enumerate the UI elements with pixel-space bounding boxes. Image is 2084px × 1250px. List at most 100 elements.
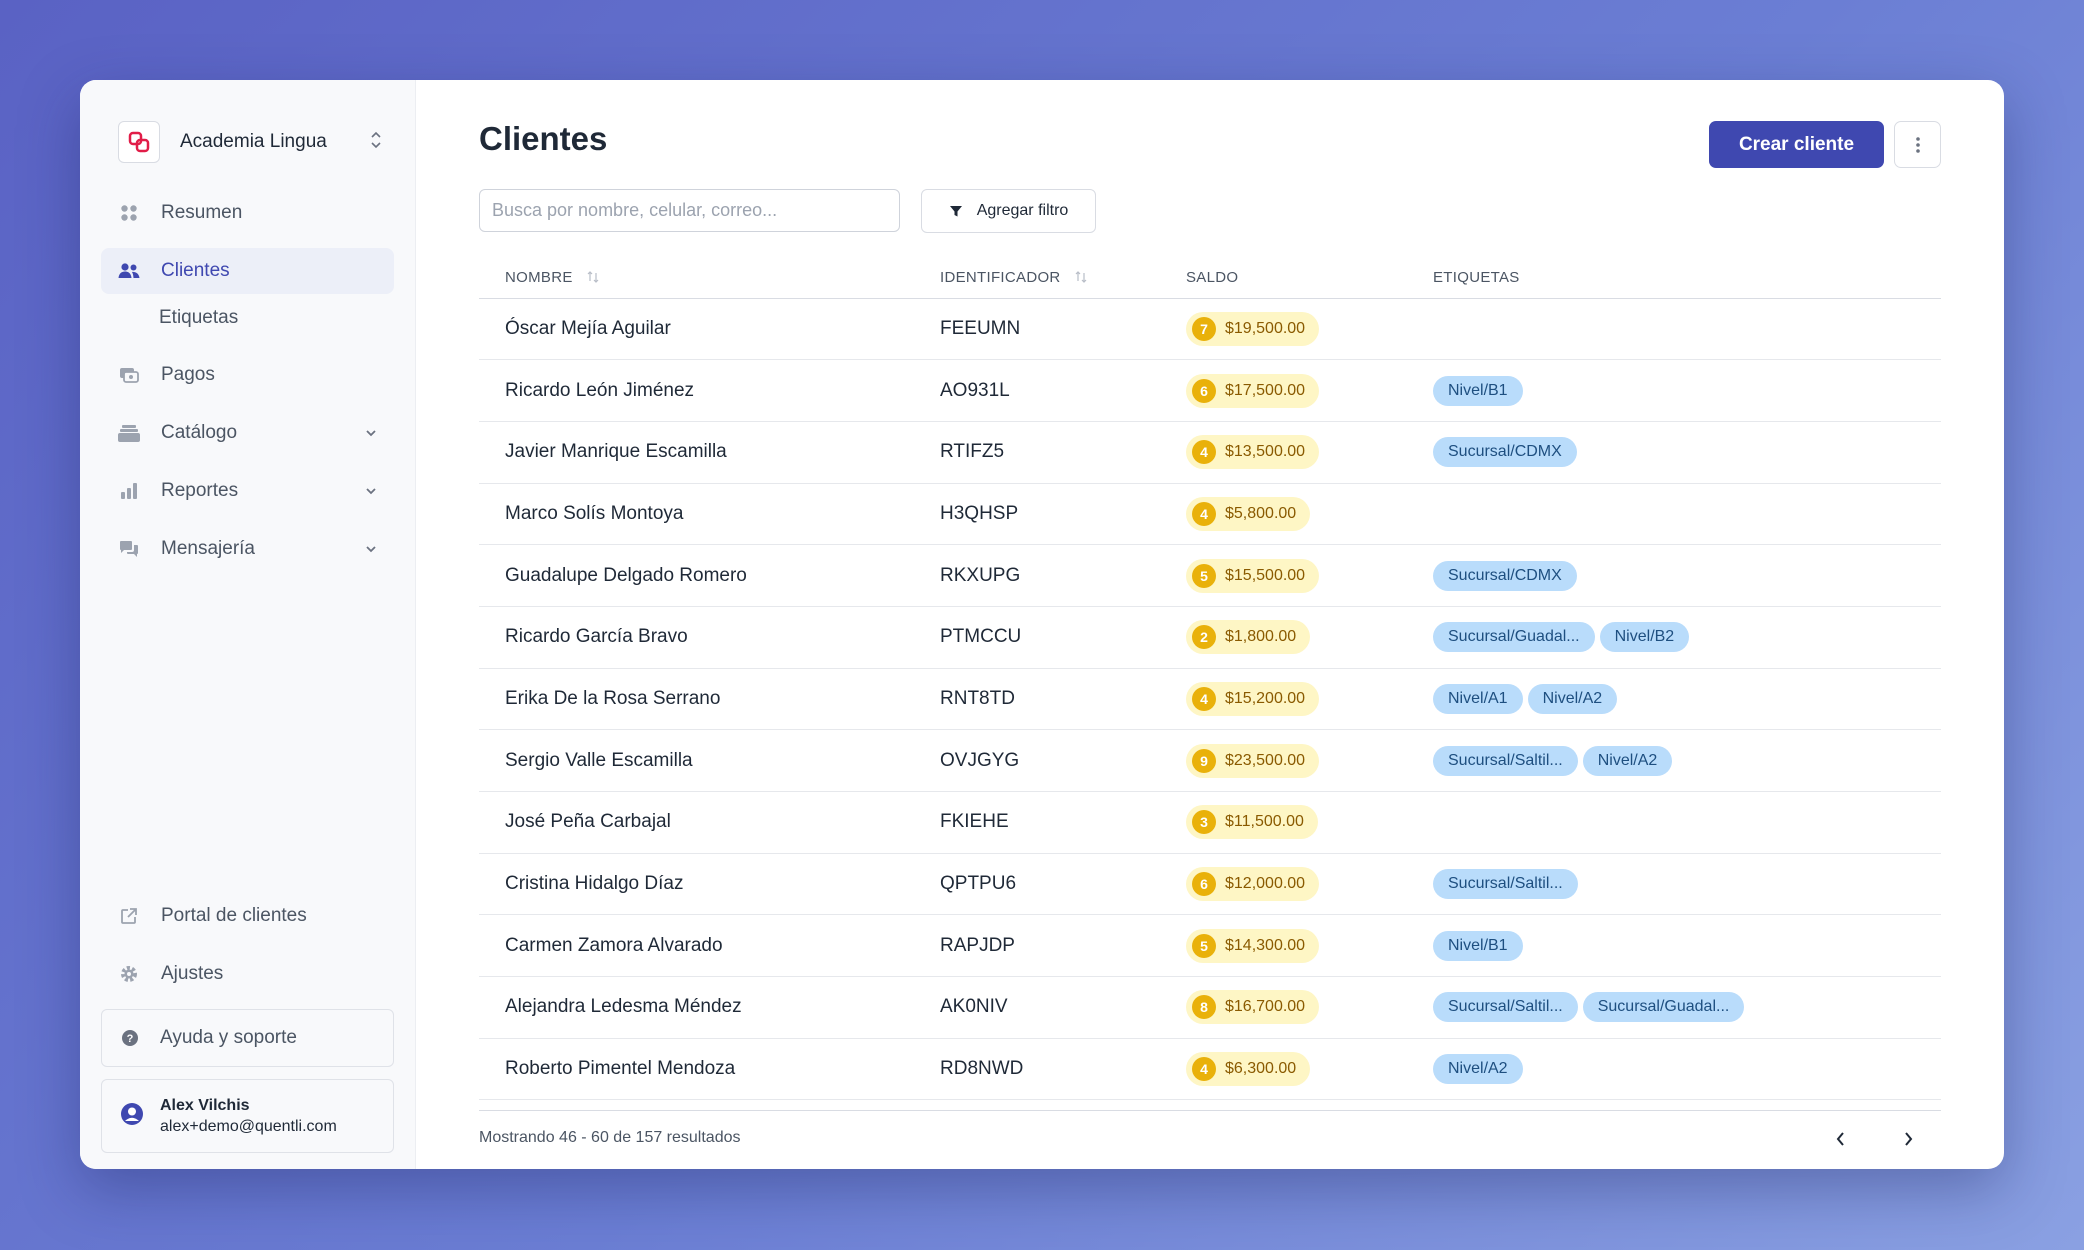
- tag-badge: Nivel/B1: [1433, 375, 1523, 406]
- filter-label: Agregar filtro: [976, 202, 1069, 219]
- balance-amount: $5,800.00: [1225, 504, 1297, 522]
- balance-badge: 6 $12,000.00: [1186, 867, 1320, 902]
- column-label: NOMBRE: [505, 268, 573, 286]
- more-options-button[interactable]: [1894, 121, 1941, 168]
- sidebar-item-label: Etiquetas: [159, 307, 239, 328]
- sidebar-item-portal[interactable]: Portal de clientes: [101, 893, 394, 939]
- more-vertical-icon: [1915, 136, 1920, 153]
- tag-badge: Sucursal/Guadal...: [1433, 622, 1595, 653]
- balance-cell: 4 $15,200.00: [1186, 668, 1433, 731]
- sidebar-item-ajustes[interactable]: Ajustes: [101, 951, 394, 997]
- client-name: Cristina Hidalgo Díaz: [479, 853, 940, 916]
- client-name: Ricardo León Jiménez: [479, 359, 940, 422]
- table-row[interactable]: Erika De la Rosa Serrano RNT8TD 4 $15,200.0…: [479, 668, 1941, 731]
- sidebar-item-label: Clientes: [161, 260, 230, 281]
- page-title: Clientes: [479, 120, 608, 157]
- balance-cell: 8 $16,700.00: [1186, 976, 1433, 1039]
- balance-amount: $13,500.00: [1225, 443, 1306, 461]
- pending-count-badge: 9: [1192, 748, 1216, 773]
- table-row[interactable]: Marco Solís Montoya H3QHSP 4 $5,800.00: [479, 483, 1941, 546]
- tag-badge: Sucursal/Saltil...: [1433, 745, 1578, 776]
- client-id: AK0NIV: [940, 976, 1186, 1039]
- sidebar-bottom: Portal de clientes Ajustes ? Ayuda y sop…: [101, 893, 394, 1153]
- balance-cell: 7 $19,500.00: [1186, 298, 1433, 361]
- logo-icon: [128, 131, 150, 153]
- balance-badge: 2 $1,800.00: [1186, 620, 1311, 655]
- create-client-button[interactable]: Crear cliente: [1709, 121, 1884, 168]
- tags-cell: Sucursal/CDMX: [1433, 421, 1941, 484]
- add-filter-button[interactable]: Agregar filtro: [921, 189, 1096, 233]
- client-name: Javier Manrique Escamilla: [479, 421, 940, 484]
- table-row[interactable]: Ricardo León Jiménez AO931L 6 $17,500.00 Niv…: [479, 359, 1941, 422]
- balance-amount: $6,300.00: [1225, 1060, 1297, 1078]
- table-row[interactable]: Carmen Zamora Alvarado RAPJDP 5 $14,300.00 N…: [479, 914, 1941, 978]
- column-label: IDENTIFICADOR: [940, 268, 1061, 286]
- payments-icon: [117, 363, 141, 387]
- filter-icon: [949, 206, 962, 217]
- column-header-nombre[interactable]: NOMBRE: [479, 258, 940, 299]
- chevron-down-icon: [364, 482, 378, 504]
- balance-badge: 5 $15,500.00: [1186, 558, 1320, 593]
- table-row[interactable]: José Peña Carbajal FKIEHE 3 $11,500.00: [479, 791, 1941, 854]
- balance-badge: 4 $6,300.00: [1186, 1052, 1311, 1087]
- catalog-icon: [117, 421, 141, 445]
- clients-table: NOMBRE IDENTIFICADOR SALDO ETIQUETAS Ósc…: [479, 258, 1941, 1101]
- client-name: José Peña Carbajal: [479, 791, 940, 854]
- main-content: Clientes Crear cliente Agregar filtro NO…: [416, 80, 2004, 1169]
- sidebar-item-label: Pagos: [161, 364, 215, 385]
- sidebar-item-catalogo[interactable]: Catálogo: [101, 410, 394, 456]
- table-row[interactable]: Guadalupe Delgado Romero RKXUPG 5 $15,500.0…: [479, 544, 1941, 607]
- balance-badge: 3 $11,500.00: [1186, 805, 1318, 840]
- tag-badge: Sucursal/Saltil...: [1433, 869, 1578, 900]
- sidebar-item-label: Catálogo: [161, 422, 238, 443]
- tags-cell: Nivel/B1: [1433, 914, 1941, 978]
- tag-badge: Nivel/A2: [1527, 683, 1618, 714]
- tags-cell: Sucursal/Saltil...: [1433, 853, 1941, 916]
- balance-amount: $11,500.00: [1225, 813, 1304, 831]
- help-support-button[interactable]: ? Ayuda y soporte: [101, 1009, 394, 1067]
- balance-amount: $16,700.00: [1225, 998, 1306, 1016]
- balance-cell: 2 $1,800.00: [1186, 606, 1433, 669]
- client-id: H3QHSP: [940, 483, 1186, 546]
- balance-amount: $12,000.00: [1225, 875, 1306, 893]
- previous-page-button[interactable]: [1829, 1127, 1853, 1151]
- tag-badge: Nivel/A2: [1433, 1054, 1523, 1085]
- table-row[interactable]: Óscar Mejía Aguilar FEEUMN 7 $19,500.00: [479, 298, 1941, 361]
- table-row[interactable]: Cristina Hidalgo Díaz QPTPU6 6 $12,000.00 Su…: [479, 853, 1941, 916]
- pending-count-badge: 3: [1192, 810, 1216, 835]
- table-row[interactable]: Alejandra Ledesma Méndez AK0NIV 8 $16,700.0…: [479, 976, 1941, 1039]
- client-name: Guadalupe Delgado Romero: [479, 544, 940, 607]
- table-row[interactable]: Javier Manrique Escamilla RTIFZ5 4 $13,500.…: [479, 421, 1941, 484]
- sidebar-item-etiquetas[interactable]: Etiquetas: [101, 300, 394, 336]
- sidebar-item-clientes[interactable]: Clientes: [101, 248, 394, 294]
- balance-cell: 4 $13,500.00: [1186, 421, 1433, 484]
- table-row[interactable]: Sergio Valle Escamilla OVJGYG 9 $23,500.00 S…: [479, 729, 1941, 792]
- column-header-identificador[interactable]: IDENTIFICADOR: [940, 258, 1186, 299]
- pending-count-badge: 4: [1192, 501, 1216, 526]
- pending-count-badge: 6: [1192, 872, 1216, 897]
- tags-cell: Sucursal/CDMX: [1433, 544, 1941, 607]
- user-menu[interactable]: Alex Vilchis alex+demo@quentli.com: [101, 1079, 394, 1153]
- search-input[interactable]: [479, 189, 900, 232]
- table-row[interactable]: Roberto Pimentel Mendoza RD8NWD 4 $6,300.00…: [479, 1038, 1941, 1101]
- client-name: Óscar Mejía Aguilar: [479, 298, 940, 361]
- sort-icon: [587, 270, 599, 287]
- balance-badge: 8 $16,700.00: [1186, 990, 1320, 1025]
- sidebar-item-reportes[interactable]: Reportes: [101, 468, 394, 514]
- balance-badge: 6 $17,500.00: [1186, 373, 1320, 408]
- client-name: Ricardo García Bravo: [479, 606, 940, 669]
- next-page-button[interactable]: [1896, 1127, 1920, 1151]
- sidebar-item-resumen[interactable]: Resumen: [101, 190, 394, 236]
- sort-icon: [1075, 270, 1087, 287]
- column-header-saldo: SALDO: [1186, 258, 1433, 299]
- tag-badge: Nivel/B1: [1433, 930, 1523, 961]
- client-id: OVJGYG: [940, 729, 1186, 792]
- balance-amount: $23,500.00: [1225, 751, 1306, 769]
- table-row[interactable]: Ricardo García Bravo PTMCCU 2 $1,800.00 Sucu…: [479, 606, 1941, 669]
- sidebar-item-pagos[interactable]: Pagos: [101, 352, 394, 398]
- sidebar-item-mensajeria[interactable]: Mensajería: [101, 526, 394, 572]
- tags-cell: Nivel/A1 Nivel/A2: [1433, 668, 1941, 731]
- pending-count-badge: 2: [1192, 625, 1216, 650]
- org-switcher[interactable]: Academia Lingua: [118, 120, 394, 164]
- tag-badge: Nivel/A2: [1582, 745, 1673, 776]
